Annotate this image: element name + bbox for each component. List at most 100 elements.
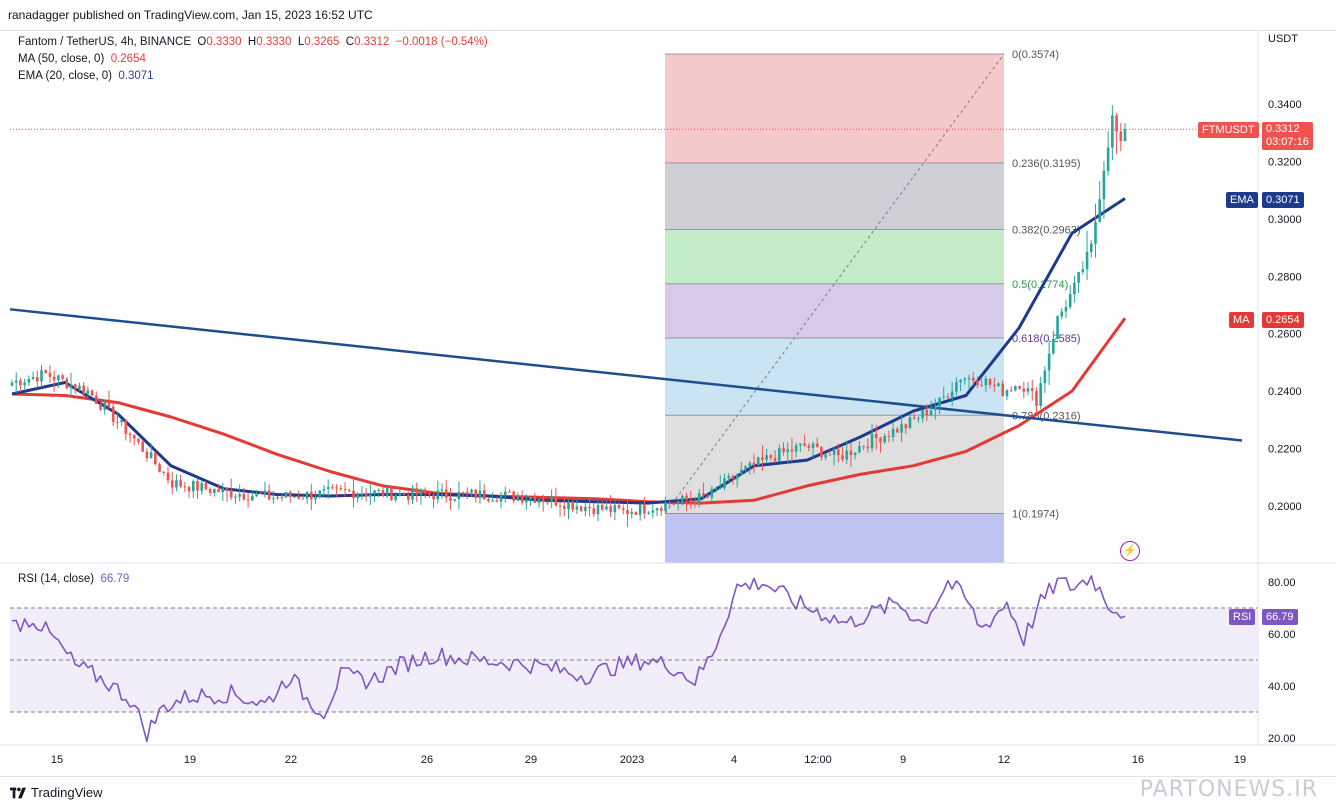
rsi-legend[interactable]: RSI (14, close) 66.79 (18, 573, 129, 585)
candle-body (567, 501, 570, 510)
candle-body (428, 493, 431, 495)
candle-body (921, 409, 924, 419)
candle-body (525, 499, 528, 503)
candle-body (592, 508, 596, 515)
candle-body (765, 455, 768, 460)
candle-body (879, 437, 882, 443)
candle-body (676, 501, 680, 505)
candle-body (82, 385, 85, 394)
candle-body (99, 403, 102, 410)
candle-body (246, 499, 250, 501)
candle-body (419, 489, 423, 496)
candle-body (52, 376, 56, 381)
candle-body (69, 384, 73, 388)
candle-body (1060, 311, 1064, 317)
candle-body (1111, 115, 1114, 148)
candle-body (693, 500, 697, 505)
candle-body (145, 451, 149, 458)
candle-body (803, 443, 806, 446)
candle-body (141, 441, 144, 452)
candle-body (314, 497, 317, 500)
candle-body (571, 501, 575, 510)
high-value: 0.3330 (256, 36, 292, 48)
candle-body (967, 377, 971, 379)
ma-price-tag: 0.2654 (1262, 312, 1304, 328)
time-tick-label: 2023 (620, 754, 644, 766)
candle-body (318, 490, 322, 498)
candle-body (242, 494, 246, 500)
fib-level-label: 0.236(0.3195) (1012, 158, 1081, 170)
candle-body (1043, 370, 1047, 384)
lightning-icon[interactable]: ⚡ (1120, 541, 1140, 561)
candle-body (356, 494, 360, 498)
candle-body (752, 462, 756, 466)
candle-body (761, 457, 764, 460)
candle-body (541, 499, 545, 502)
price-tick-label: 0.2000 (1268, 501, 1302, 513)
fib-zone (665, 229, 1004, 284)
candle-body (643, 503, 646, 514)
candle-body (284, 492, 288, 498)
candle-body (584, 506, 587, 512)
candle-body (1094, 221, 1097, 244)
candle-body (305, 491, 309, 499)
symbol-name[interactable]: Fantom / TetherUS, 4h, BINANCE (18, 36, 191, 48)
rsi-tag: RSI (1229, 609, 1256, 625)
candle-body (1073, 282, 1076, 295)
candle-body (402, 492, 406, 495)
candle-body (820, 447, 823, 458)
time-tick-label: 16 (1132, 754, 1144, 766)
candle-body (651, 510, 655, 513)
close-label: C (345, 36, 355, 48)
last-price-tag: 0.3312 03:07:16 (1262, 122, 1313, 150)
candle-body (48, 372, 52, 377)
candle-body (322, 488, 326, 491)
candle-body (1098, 199, 1102, 222)
fib-level-label: 0.618(0.2585) (1012, 333, 1081, 345)
low-value: 0.3265 (304, 36, 340, 48)
candle-body (1077, 271, 1080, 283)
ma-legend[interactable]: MA (50, close, 0) 0.2654 (18, 53, 146, 65)
candle-body (815, 443, 819, 448)
candle-body (166, 472, 170, 481)
ma-tag: MA (1229, 312, 1254, 328)
candle-body (1068, 294, 1072, 308)
ema-legend[interactable]: EMA (20, close, 0) 0.3071 (18, 70, 154, 82)
rsi-tick-label: 60.00 (1268, 629, 1296, 641)
candle-body (1035, 390, 1038, 406)
candle-body (917, 418, 920, 420)
fib-zone (665, 513, 1004, 563)
candle-body (196, 481, 199, 491)
tradingview-logo[interactable]: TradingView (10, 785, 103, 800)
rsi-line (11, 575, 1126, 743)
descending-trendline (9, 308, 1243, 442)
candle-body (61, 375, 64, 379)
watermark: PARTONEWS.IR (1139, 777, 1318, 802)
candle-body (457, 491, 461, 499)
candle-body (908, 417, 912, 429)
time-tick-label: 15 (51, 754, 63, 766)
tradingview-brand: TradingView (31, 785, 103, 800)
time-tick-label: 29 (525, 754, 537, 766)
candle-body (748, 462, 752, 467)
candle-body (436, 490, 440, 500)
candle-body (208, 489, 212, 493)
chart-canvas[interactable]: 0(0.3574) 0.236(0.3195) 0.382(0.2963) 0.5(0… (0, 30, 1336, 776)
candle-body (769, 455, 773, 458)
candle-body (786, 449, 790, 453)
candle-body (1106, 147, 1110, 171)
price-tick-label: 0.2400 (1268, 386, 1302, 398)
candle-body (280, 497, 284, 499)
time-tick-label: 22 (285, 754, 297, 766)
ema-price-tag: 0.3071 (1262, 192, 1304, 208)
candle-body (790, 449, 794, 452)
candle-body (31, 377, 35, 379)
candle-body (107, 402, 111, 407)
candle-body (634, 512, 638, 515)
candle-body (659, 508, 663, 511)
candle-body (925, 409, 929, 416)
candle-body (204, 483, 208, 490)
candle-body (887, 436, 891, 438)
candle-body (1047, 353, 1051, 371)
fib-level-label: 1(0.1974) (1012, 508, 1059, 520)
